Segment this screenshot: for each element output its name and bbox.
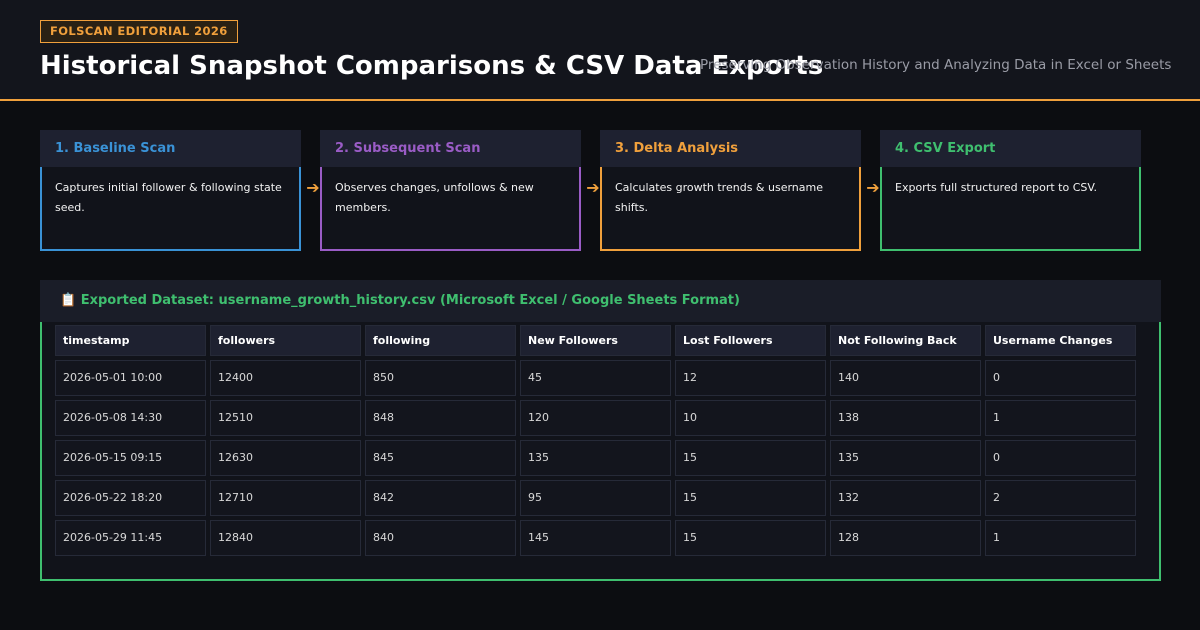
table-cell: 850 [365,360,516,396]
table-cell: 128 [830,520,981,556]
table-cell: 135 [830,440,981,476]
table-cell: 138 [830,400,981,436]
table-cell: 848 [365,400,516,436]
table-cell: 842 [365,480,516,516]
table-cell: 15 [675,520,826,556]
table-cell: 12710 [210,480,361,516]
column-header: followers [210,325,361,356]
column-header: Username Changes [985,325,1136,356]
table-cell: 2026-05-29 11:45 [55,520,206,556]
column-header: timestamp [55,325,206,356]
step-card-baseline-scan: 1. Baseline Scan Captures initial followe… [40,130,301,251]
column-header: Lost Followers [675,325,826,356]
step-card-delta-analysis: 3. Delta Analysis Calculates growth trend… [600,130,861,251]
step-card-csv-export: 4. CSV Export Exports full structured rep… [880,130,1141,251]
editorial-badge: FOLSCAN EDITORIAL 2026 [40,20,238,43]
page-subtitle: Preserving Observation History and Analy… [700,57,1172,73]
step-description: Exports full structured report to CSV. [895,181,1097,194]
table-cell: 1 [985,520,1136,556]
page-title: Historical Snapshot Comparisons & CSV Da… [40,51,824,81]
dataset-panel: 📋 Exported Dataset: username_growth_hist… [40,280,1161,581]
table-cell: 135 [520,440,671,476]
table-cell: 2026-05-15 09:15 [55,440,206,476]
column-header: Not Following Back [830,325,981,356]
table-cell: 15 [675,440,826,476]
step-title: 2. Subsequent Scan [320,130,581,167]
table-cell: 12630 [210,440,361,476]
arrow-right-icon: ➔ [306,178,320,197]
table-cell: 12 [675,360,826,396]
step-title: 4. CSV Export [880,130,1141,167]
table-cell: 12400 [210,360,361,396]
table-cell: 2026-05-22 18:20 [55,480,206,516]
table-cell: 0 [985,360,1136,396]
table-cell: 2 [985,480,1136,516]
arrow-right-icon: ➔ [586,178,600,197]
dataset-heading: 📋 Exported Dataset: username_growth_hist… [40,280,1161,322]
column-header: New Followers [520,325,671,356]
table-cell: 2026-05-01 10:00 [55,360,206,396]
column-header: following [365,325,516,356]
table-cell: 12840 [210,520,361,556]
step-title: 3. Delta Analysis [600,130,861,167]
table-cell: 12510 [210,400,361,436]
header: FOLSCAN EDITORIAL 2026 Historical Snapsh… [0,0,1200,101]
table-cell: 2026-05-08 14:30 [55,400,206,436]
step-description: Calculates growth trends & username shif… [615,181,823,214]
table-cell: 15 [675,480,826,516]
table-cell: 10 [675,400,826,436]
table-cell: 95 [520,480,671,516]
table-cell: 145 [520,520,671,556]
table-cell: 1 [985,400,1136,436]
table-cell: 120 [520,400,671,436]
table-cell: 0 [985,440,1136,476]
table-cell: 140 [830,360,981,396]
table-cell: 132 [830,480,981,516]
step-card-subsequent-scan: 2. Subsequent Scan Observes changes, unfo… [320,130,581,251]
step-title: 1. Baseline Scan [40,130,301,167]
arrow-right-icon: ➔ [866,178,880,197]
table-cell: 845 [365,440,516,476]
table-cell: 840 [365,520,516,556]
step-description: Observes changes, unfollows & new member… [335,181,534,214]
step-description: Captures initial follower & following st… [55,181,282,214]
table-cell: 45 [520,360,671,396]
